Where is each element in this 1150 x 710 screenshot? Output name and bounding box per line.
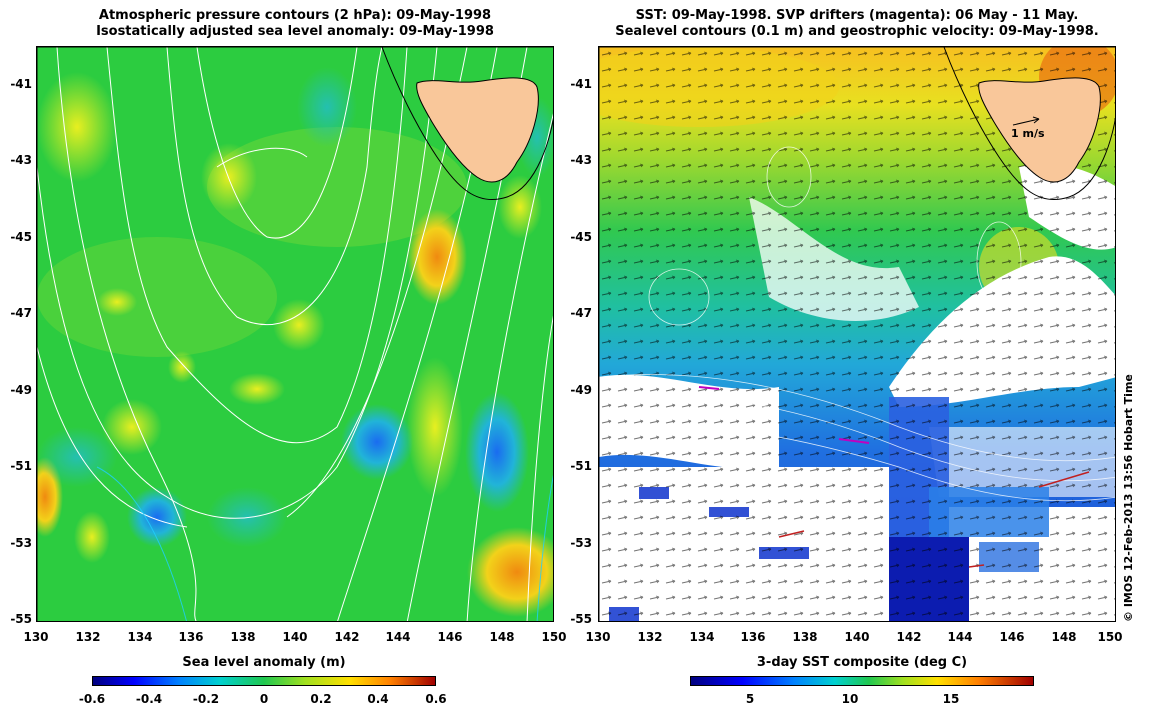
ssh-anomaly-blob	[37, 427, 117, 487]
y-tick: -43	[570, 153, 592, 167]
x-tick: 134	[127, 630, 153, 644]
colorbar-tick: 0.4	[367, 692, 389, 706]
ssh-anomaly-blob	[297, 67, 357, 147]
sst-map: 1 m/s	[598, 46, 1116, 622]
y-tick: -45	[10, 230, 32, 244]
x-tick: 130	[23, 630, 49, 644]
y-tick: -51	[10, 459, 32, 473]
y-tick: -47	[10, 306, 32, 320]
x-tick: 136	[740, 630, 766, 644]
colorbar-tick: 0	[259, 692, 269, 706]
tasmania	[381, 47, 553, 201]
ssh-anomaly-blob	[341, 404, 413, 480]
x-tick: 146	[437, 630, 463, 644]
tasmania-land	[416, 77, 539, 183]
right-colorbar-label: 3-day SST composite (deg C)	[756, 655, 968, 670]
ssh-anomaly-blob	[407, 357, 463, 497]
ssh-anomaly-blob	[74, 511, 110, 563]
x-tick: 144	[947, 630, 973, 644]
svp-drifters	[698, 386, 870, 444]
sea-level-anomaly-map	[36, 46, 554, 622]
x-tick: 150	[1097, 630, 1123, 644]
velocity-scale-arrow	[1012, 118, 1040, 126]
ssh-anomaly-blob	[498, 175, 542, 239]
colorbar-tick: 0.2	[310, 692, 332, 706]
y-tick: -53	[10, 536, 32, 550]
ssh-anomaly-blob	[97, 288, 137, 316]
y-tick: -45	[570, 230, 592, 244]
x-tick: 132	[75, 630, 101, 644]
x-tick: 132	[637, 630, 663, 644]
y-tick: -49	[570, 383, 592, 397]
x-tick: 150	[541, 630, 567, 644]
ssh-anomaly-blob	[201, 143, 257, 211]
y-tick: -51	[570, 459, 592, 473]
x-tick: 142	[334, 630, 360, 644]
y-tick: -43	[10, 153, 32, 167]
tasmania	[943, 47, 1115, 201]
ssh-anomaly-blob	[168, 351, 196, 383]
ssh-anomaly-blob	[127, 487, 187, 547]
left-title-line2: Isostatically adjusted sea level anomaly…	[96, 24, 494, 39]
ssh-anomaly-blob	[407, 209, 467, 305]
colorbar-tick: -0.6	[78, 692, 106, 706]
y-tick: -47	[570, 306, 592, 320]
pressure-contours	[37, 47, 553, 621]
sst-map-svg	[599, 47, 1115, 621]
y-tick: -41	[570, 77, 592, 91]
x-tick: 134	[689, 630, 715, 644]
ssh-anomaly-blob	[465, 392, 529, 512]
ssh-anomaly-blob	[102, 399, 162, 455]
x-tick: 140	[282, 630, 308, 644]
ssh-map-svg	[37, 47, 553, 621]
x-tick: 144	[385, 630, 411, 644]
x-tick: 136	[178, 630, 204, 644]
right-title-line2: Sealevel contours (0.1 m) and geostrophi…	[615, 24, 1099, 39]
y-tick: -55	[570, 612, 592, 626]
colorbar-tick: -0.2	[192, 692, 220, 706]
sea-level-colorbar	[92, 676, 436, 686]
colorbar-tick: 0.6	[425, 692, 447, 706]
tasmania-land	[978, 77, 1101, 183]
x-tick: 148	[489, 630, 515, 644]
x-tick: 140	[844, 630, 870, 644]
colorbar-tick: 5	[745, 692, 755, 706]
sst-colorbar	[690, 676, 1034, 686]
velocity-scale-label: 1 m/s	[1011, 127, 1045, 140]
x-tick: 146	[999, 630, 1025, 644]
ssh-anomaly-blob	[273, 299, 325, 351]
x-tick: 138	[792, 630, 818, 644]
x-tick: 130	[585, 630, 611, 644]
left-title-line1: Atmospheric pressure contours (2 hPa): 0…	[98, 8, 492, 23]
sealevel-contours	[599, 146, 1115, 502]
y-tick: -53	[570, 536, 592, 550]
ssh-anomaly-blob	[229, 373, 285, 405]
colorbar-tick: 10	[841, 692, 859, 706]
y-tick: -41	[10, 77, 32, 91]
y-tick: -55	[10, 612, 32, 626]
y-tick: -49	[10, 383, 32, 397]
ssh-anomaly-blob	[467, 527, 553, 617]
left-colorbar-label: Sea level anomaly (m)	[182, 655, 346, 670]
colorbar-tick: 15	[942, 692, 960, 706]
ssh-anomaly-blob	[207, 487, 287, 547]
right-title-line1: SST: 09-May-1998. SVP drifters (magenta)…	[635, 8, 1079, 23]
colorbar-tick: -0.4	[135, 692, 163, 706]
x-tick: 148	[1051, 630, 1077, 644]
x-tick: 138	[230, 630, 256, 644]
x-tick: 142	[896, 630, 922, 644]
copyright-label: © IMOS 12-Feb-2013 13:56 Hobart Time	[1122, 374, 1135, 622]
ssh-anomaly-blob	[37, 72, 117, 182]
